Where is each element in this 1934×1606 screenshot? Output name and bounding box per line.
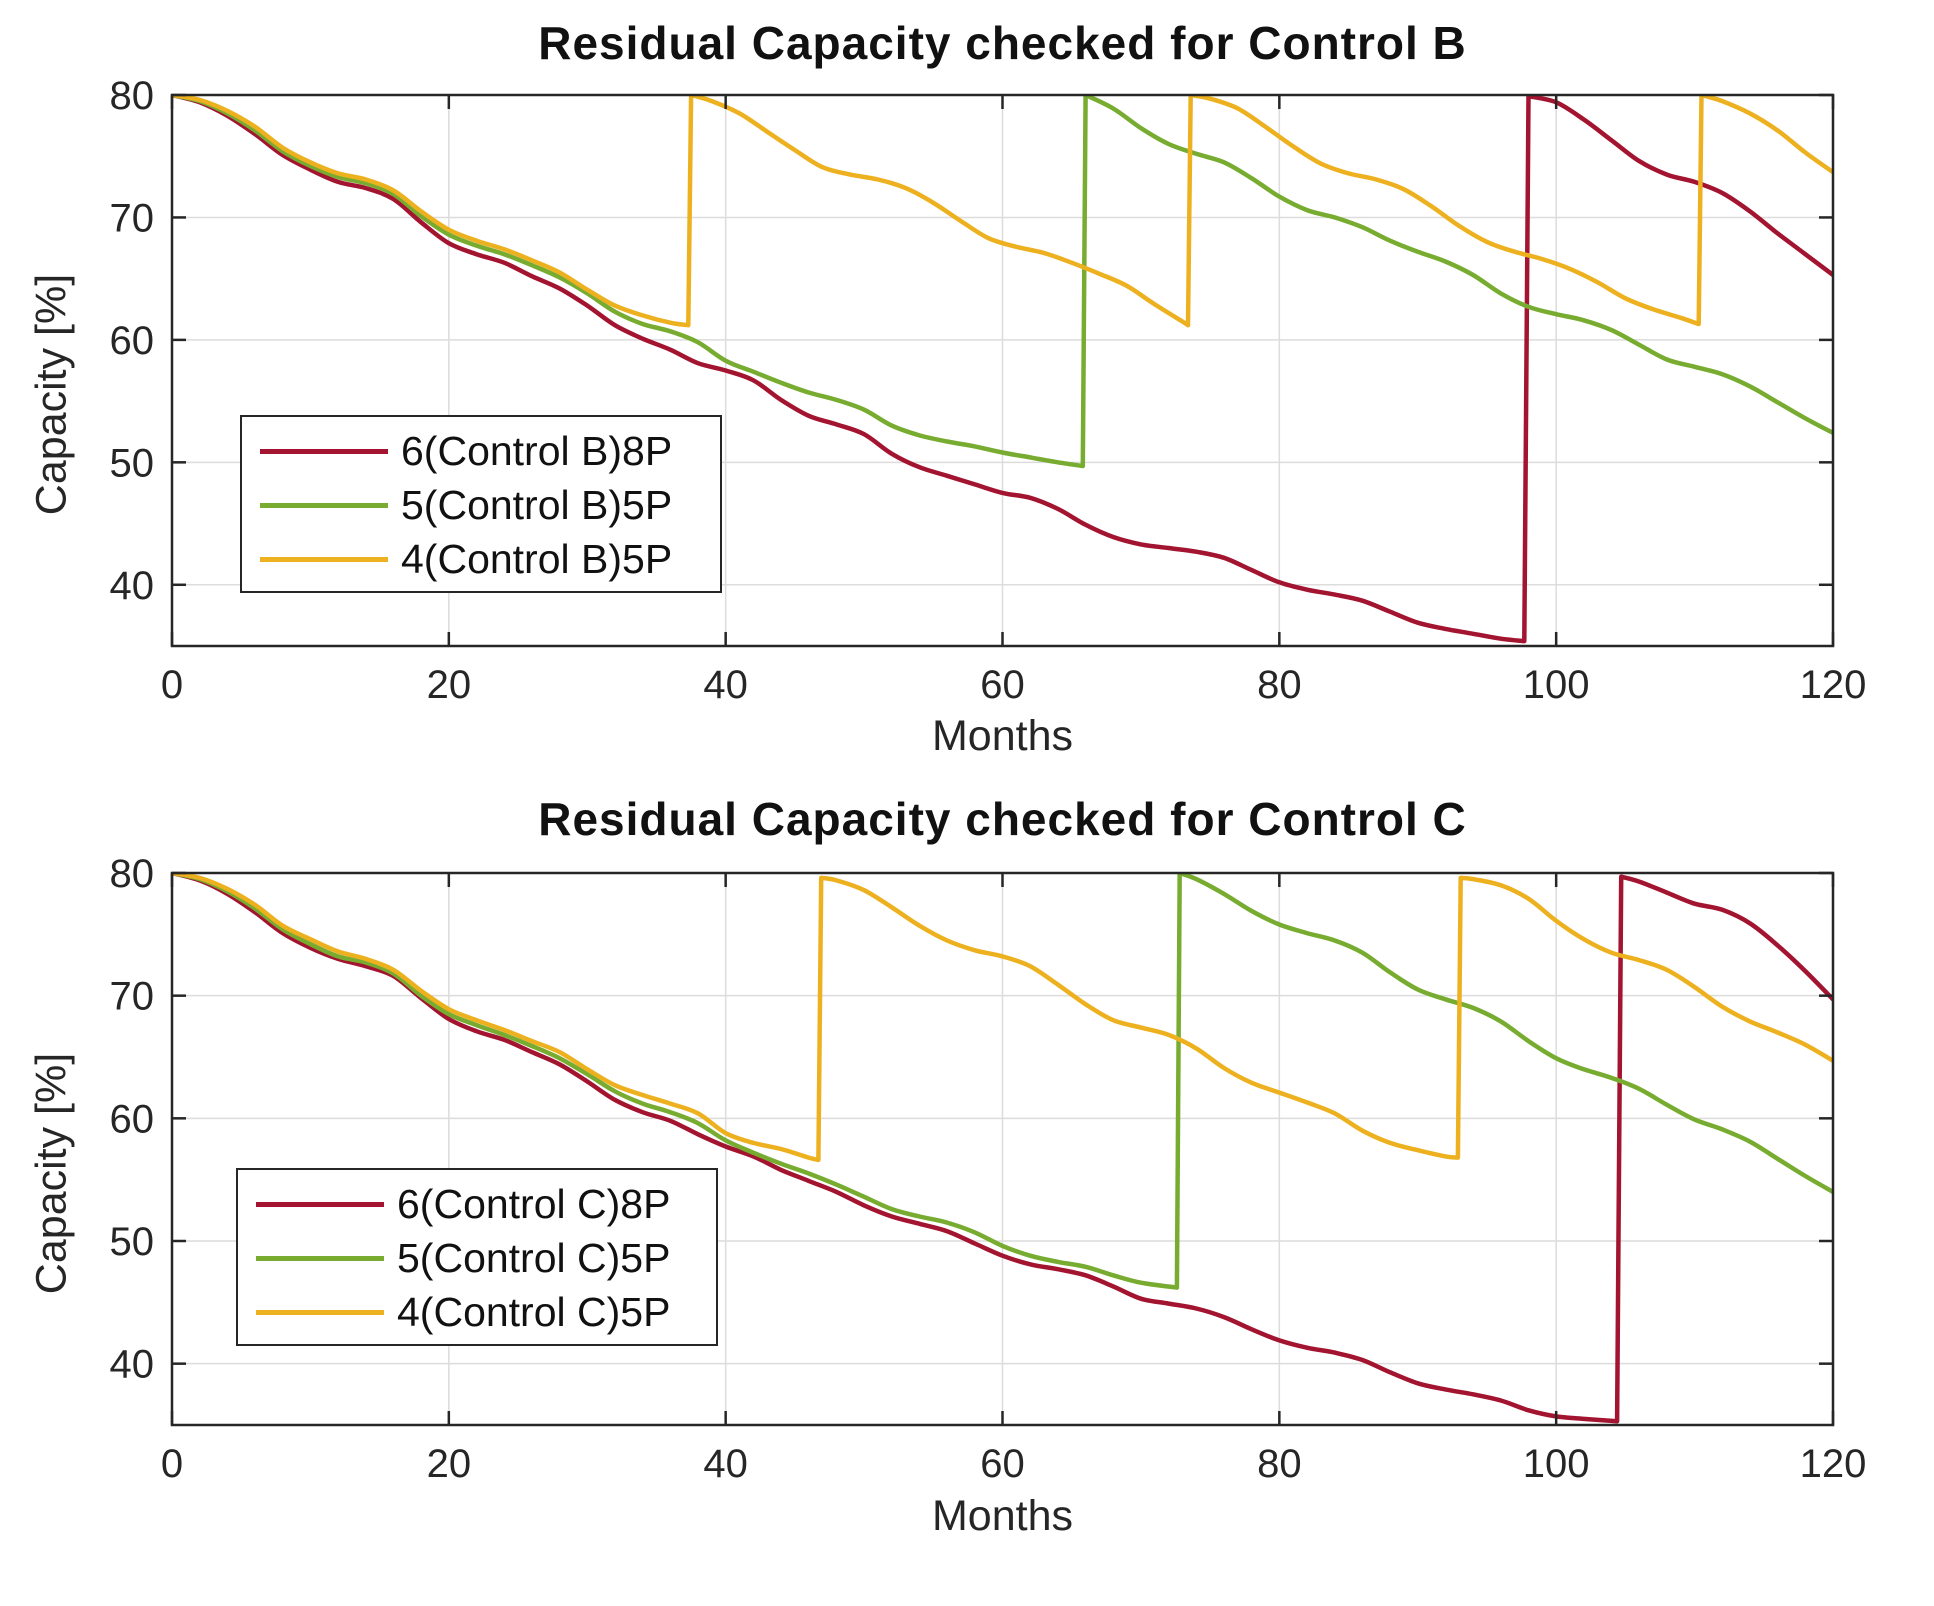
y-tick-label: 80 <box>110 852 155 896</box>
legend-label: 4(Control C)5P <box>397 1288 671 1335</box>
legend-label: 5(Control C)5P <box>397 1234 671 1281</box>
x-tick-label: 120 <box>1800 1442 1867 1486</box>
x-tick-label: 0 <box>161 1442 183 1486</box>
chart-control-c: 0 20 40 60 80 100 120 40 50 60 70 80 <box>110 852 1867 1486</box>
x-axis-label-top: Months <box>931 712 1073 760</box>
y-tick-label: 60 <box>110 319 155 363</box>
legend-line-sample-green <box>256 1255 384 1261</box>
y-tick-label: 40 <box>110 1343 155 1387</box>
series-line-5-control-c-5p <box>172 873 1833 1290</box>
legend-entry: 6(Control C)8P <box>238 1177 716 1231</box>
chart-control-b: 0 20 40 60 80 100 120 40 50 60 70 80 <box>110 74 1867 707</box>
x-tick-label: 0 <box>161 663 183 707</box>
y-tick-label: 70 <box>110 196 155 240</box>
legend-line-sample-red <box>256 1201 384 1207</box>
legend-label: 5(Control B)5P <box>401 481 673 528</box>
x-tick-label: 40 <box>703 663 748 707</box>
chart-title-control-b: Residual Capacity checked for Control B <box>538 17 1467 69</box>
legend-control-c: 6(Control C)8P 5(Control C)5P 4(Control … <box>236 1168 718 1346</box>
legend-entry: 4(Control B)5P <box>242 532 720 586</box>
legend-entry: 6(Control B)8P <box>242 424 720 478</box>
x-tick-label: 20 <box>427 1442 472 1486</box>
x-tick-label: 60 <box>980 663 1025 707</box>
series-line-5-control-b-5p <box>172 95 1833 469</box>
series-line-4-control-c-5p <box>172 873 1833 1163</box>
y-tick-label: 80 <box>110 74 155 118</box>
x-tick-label: 100 <box>1523 1442 1590 1486</box>
y-axis-label-bottom: Capacity [%] <box>27 1052 76 1295</box>
legend-entry: 5(Control B)5P <box>242 478 720 532</box>
x-tick-label: 80 <box>1257 663 1302 707</box>
legend-label: 6(Control C)8P <box>397 1180 671 1227</box>
legend-entry: 4(Control C)5P <box>238 1285 716 1339</box>
legend-label: 4(Control B)5P <box>401 535 673 582</box>
legend-line-sample-green <box>260 502 388 508</box>
legend-line-sample-red <box>260 448 388 454</box>
legend-entry: 5(Control C)5P <box>238 1231 716 1285</box>
x-tick-label: 20 <box>427 663 472 707</box>
legend-control-b: 6(Control B)8P 5(Control B)5P 4(Control … <box>240 415 722 593</box>
x-axis-label-bottom: Months <box>931 1492 1073 1540</box>
y-tick-label: 50 <box>110 441 155 485</box>
y-axis-label-top: Capacity [%] <box>27 273 76 516</box>
x-tick-label: 80 <box>1257 1442 1302 1486</box>
x-tick-label: 100 <box>1523 663 1590 707</box>
y-tick-label: 50 <box>110 1220 155 1264</box>
legend-line-sample-yellow <box>256 1309 384 1315</box>
chart-title-control-c: Residual Capacity checked for Control C <box>538 793 1467 845</box>
x-tick-label: 60 <box>980 1442 1025 1486</box>
legend-label: 6(Control B)8P <box>401 427 673 474</box>
series-line-4-control-b-5p <box>172 95 1833 328</box>
y-tick-label: 70 <box>110 975 155 1019</box>
legend-line-sample-yellow <box>260 556 388 562</box>
x-tick-label: 120 <box>1800 663 1867 707</box>
y-tick-label: 40 <box>110 564 155 608</box>
y-tick-label: 60 <box>110 1097 155 1141</box>
x-tick-label: 40 <box>703 1442 748 1486</box>
